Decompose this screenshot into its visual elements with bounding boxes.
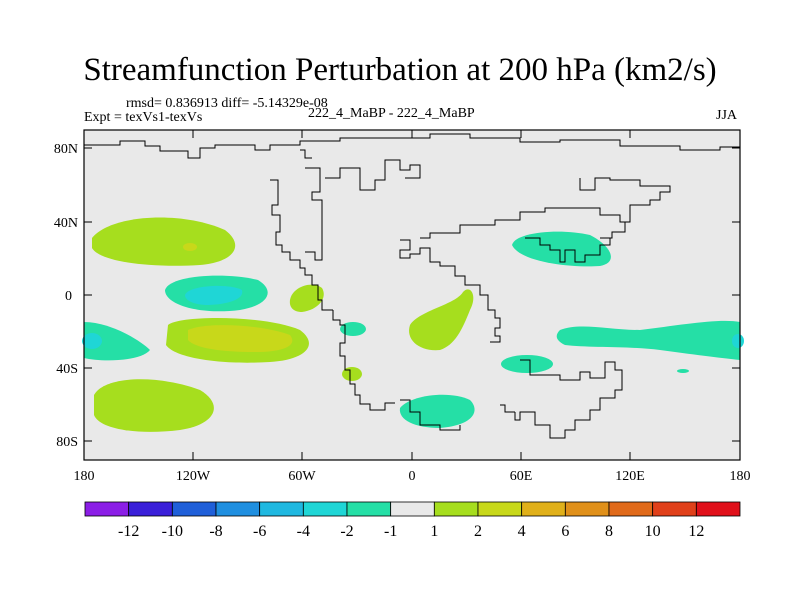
contour-neg-sband-core	[732, 334, 744, 348]
contour-neg-left-core	[82, 333, 102, 349]
colorbar-label: -4	[297, 523, 310, 540]
contour-pos-nwpac	[92, 217, 236, 266]
lon-label-180e: 180	[730, 469, 751, 484]
colorbar-swatch	[302, 501, 348, 517]
coastline-canada-east	[305, 167, 323, 261]
colorbar-swatch	[695, 501, 741, 517]
contour-neg-sband	[556, 320, 740, 360]
contour-pos-satl	[409, 289, 474, 351]
contour-neg-sa	[340, 322, 366, 336]
colorbar-label: -6	[253, 523, 266, 540]
colorbar-swatch	[259, 501, 304, 517]
season-label: JJA	[716, 108, 738, 123]
axis-ticks	[84, 130, 740, 460]
lat-label-80N: 80N	[54, 142, 78, 157]
lon-label-180w: 180	[74, 469, 95, 484]
contour-pos-nwpac-core	[183, 243, 197, 251]
colorbar-label: -12	[118, 523, 139, 540]
case-label: 222_4_MaBP - 222_4_MaBP	[308, 106, 475, 121]
coastline-north	[84, 133, 740, 159]
coastline-india	[525, 237, 611, 263]
colorbar-label: 10	[645, 523, 661, 540]
colorbar-label: -10	[162, 523, 183, 540]
contour-neg-asia	[512, 231, 611, 267]
lon-label-120w: 120W	[176, 469, 211, 484]
colorbar-swatch	[433, 501, 479, 517]
colorbar-swatch	[215, 501, 261, 517]
colorbar-label: 12	[688, 523, 704, 540]
coastline-namerica	[270, 179, 333, 311]
coastline-australia	[514, 359, 623, 439]
contour-pos-spac-core	[188, 325, 293, 352]
lat-label-40N: 40N	[54, 216, 78, 231]
colorbar-label: 2	[474, 523, 482, 540]
colorbar-swatch	[128, 501, 173, 517]
colorbar-swatch	[477, 501, 523, 517]
colorbar-label: 6	[561, 523, 569, 540]
colorbar-swatch	[521, 501, 566, 517]
contour-fields	[82, 217, 744, 432]
colorbar-label: 1	[430, 523, 438, 540]
coastlines	[84, 133, 740, 439]
lon-label-60e: 60E	[510, 469, 533, 484]
colorbar-swatch	[171, 501, 217, 517]
colorbar-label: -8	[209, 523, 222, 540]
coastline-europe	[325, 159, 421, 191]
colorbar-label: 4	[518, 523, 526, 540]
coastline-samerica	[332, 310, 395, 411]
coastline-australia-south	[500, 404, 515, 413]
experiment-label: Expt = texVs1-texVs	[84, 110, 203, 125]
colorbar-swatch	[564, 501, 610, 517]
contour-neg-small	[677, 369, 689, 373]
colorbar-label: 8	[605, 523, 613, 540]
colorbar-label: -1	[384, 523, 397, 540]
contour-neg-indian	[501, 355, 553, 373]
lon-label-0: 0	[409, 469, 416, 484]
coastline-greenland	[300, 149, 312, 159]
contour-neg-eqpac-core	[185, 285, 243, 305]
contour-neg-left	[84, 322, 150, 361]
stats-text: rmsd= 0.836913 diff= -5.14329e-08	[126, 96, 328, 111]
colorbar-label: -2	[340, 523, 353, 540]
contour-neg-safrica	[399, 394, 475, 428]
colorbar-swatch	[390, 501, 435, 517]
coastline-safrica	[400, 399, 461, 431]
lon-label-120e: 120E	[615, 469, 645, 484]
colorbar: -12 -10 -8 -6 -4 -2 -1 1 2 4 6 8 10 12	[84, 501, 741, 540]
plot-title: Streamfunction Perturbation at 200 hPa (…	[83, 52, 717, 88]
coastline-asia	[420, 177, 671, 239]
colorbar-swatch	[608, 501, 654, 517]
colorbar-swatch	[346, 501, 392, 517]
coastline-africa	[399, 239, 501, 343]
contour-pos-camerica	[289, 284, 324, 312]
lat-label-80S: 80S	[56, 435, 78, 450]
lat-label-0: 0	[65, 289, 72, 304]
coastline-se-asia	[600, 222, 626, 239]
colorbar-swatch	[652, 501, 697, 517]
lat-label-40S: 40S	[56, 362, 78, 377]
lon-label-60w: 60W	[288, 469, 316, 484]
contour-pos-sspac	[94, 379, 214, 432]
colorbar-swatch	[84, 501, 130, 517]
